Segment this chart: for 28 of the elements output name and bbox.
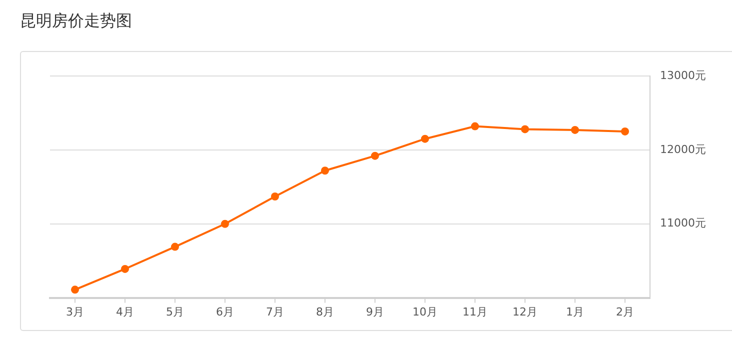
y-tick-label: 11000元 xyxy=(660,216,706,230)
x-tick-label: 8月 xyxy=(316,305,334,318)
point xyxy=(371,152,380,160)
point xyxy=(471,122,480,130)
point xyxy=(421,134,430,143)
point xyxy=(321,166,330,175)
x-tick-label: 3月 xyxy=(66,305,84,318)
chart-title: 昆明房价走势图 xyxy=(20,11,132,32)
point xyxy=(221,220,229,228)
point xyxy=(521,125,530,134)
point xyxy=(71,286,79,294)
x-tick-label: 2月 xyxy=(616,305,634,318)
point xyxy=(121,264,129,273)
x-tick-label: 10月 xyxy=(412,305,438,318)
x-tick-label: 4月 xyxy=(116,305,134,318)
x-tick-label: 1月 xyxy=(566,305,584,318)
x-tick-label: 12月 xyxy=(512,305,538,318)
point xyxy=(571,126,580,134)
y-tick-label: 12000元 xyxy=(660,142,706,156)
point xyxy=(271,192,280,201)
x-tick-label: 7月 xyxy=(266,305,284,318)
x-tick-label: 5月 xyxy=(166,305,184,318)
point xyxy=(171,242,179,251)
point xyxy=(621,127,630,136)
x-tick-label: 11月 xyxy=(462,305,488,318)
x-tick-label: 9月 xyxy=(366,305,384,318)
y-tick-label: 13000元 xyxy=(660,68,706,82)
x-tick-label: 6月 xyxy=(216,305,234,318)
